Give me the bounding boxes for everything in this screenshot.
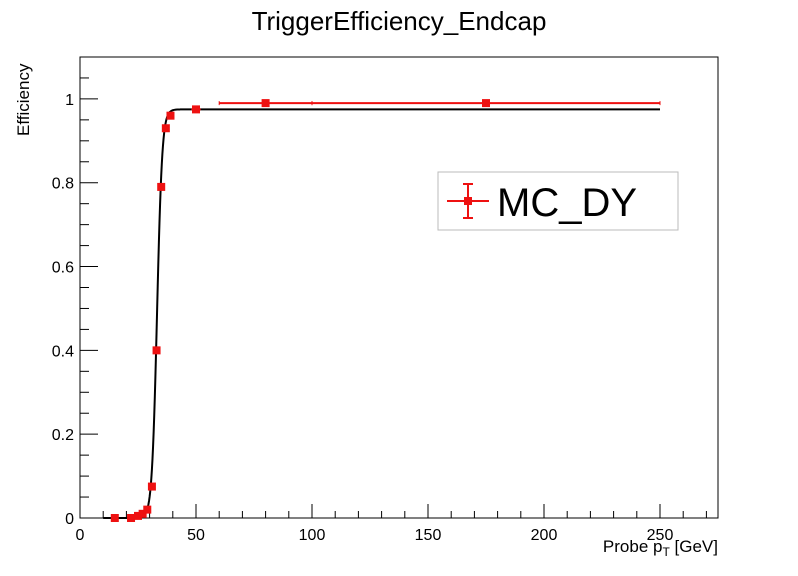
x-tick-label: 100 <box>299 527 326 544</box>
data-point <box>134 511 142 520</box>
plot-frame <box>79 56 719 519</box>
y-tick-label: 0.6 <box>52 260 74 277</box>
data-point <box>157 182 166 191</box>
data-point <box>138 509 147 518</box>
y-tick-label: 0.2 <box>52 427 74 444</box>
data-point <box>143 505 152 514</box>
y-axis-label: Efficiency <box>14 63 33 136</box>
x-tick-label: 250 <box>647 527 674 544</box>
data-point <box>127 514 136 522</box>
x-tick-label: 150 <box>415 527 442 544</box>
y-tick-label: 0.4 <box>52 343 74 360</box>
legend: MC_DY <box>437 171 679 231</box>
legend-label: MC_DY <box>497 181 637 225</box>
data-point <box>166 111 175 120</box>
axes-group: 0 50 100 150 200 250 0 0.2 0.4 0.6 0.8 1 <box>52 56 707 544</box>
data-points-group <box>110 99 661 522</box>
chart-title: TriggerEfficiency_Endcap <box>251 6 547 36</box>
data-point <box>152 346 161 355</box>
data-point <box>261 99 270 108</box>
x-axis-label-subscript: T <box>662 545 670 559</box>
x-axis-label-suffix: [GeV] <box>669 537 718 556</box>
legend-marker <box>464 197 472 205</box>
fit-curve-group <box>103 108 660 519</box>
data-point <box>192 105 200 114</box>
x-axis-label-prefix: Probe p <box>602 537 663 556</box>
y-tick-label: 1 <box>65 92 74 109</box>
y-tick-label: 0 <box>65 511 74 528</box>
x-tick-label: 0 <box>76 527 85 544</box>
data-point <box>161 124 170 133</box>
y-tick-label: 0.8 <box>52 176 74 193</box>
x-axis-label: Probe pT [GeV] <box>603 537 718 559</box>
fit-curve <box>103 108 660 519</box>
data-point <box>110 514 119 522</box>
data-point <box>147 482 156 491</box>
x-tick-label: 200 <box>531 527 558 544</box>
x-tick-label: 50 <box>187 527 205 544</box>
data-point <box>482 99 490 108</box>
